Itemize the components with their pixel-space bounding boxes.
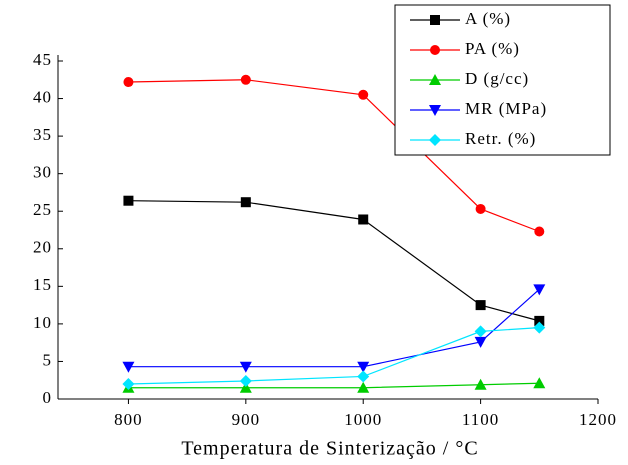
legend-label: PA (%) [465,39,520,58]
marker [123,195,134,206]
marker [533,284,546,296]
marker [429,134,441,146]
series-line [128,327,540,385]
x-tick-label: 1000 [344,410,382,429]
marker [474,325,487,338]
y-tick-label: 10 [33,313,52,332]
marker [239,374,252,387]
marker [429,105,441,116]
legend-label: D (g/cc) [465,69,529,88]
x-tick-label: 1100 [462,410,499,429]
y-tick-label: 35 [33,125,52,144]
x-tick-label: 1200 [579,410,617,429]
y-tick-label: 5 [43,350,53,369]
legend-label: Retr. (%) [465,129,536,148]
marker [358,89,369,100]
marker [240,197,251,208]
y-tick-label: 20 [33,238,52,257]
marker [122,377,135,390]
y-tick-label: 40 [33,87,52,106]
y-tick-label: 15 [33,275,52,294]
marker [475,203,486,214]
marker [239,361,252,373]
y-tick-label: 30 [33,163,52,182]
marker [474,336,487,348]
marker [358,214,369,225]
x-axis-label: Temperatura de Sinterização / °C [181,438,478,460]
marker [474,378,487,390]
x-tick-label: 800 [114,410,143,429]
legend-box [394,4,611,156]
marker [429,74,441,85]
marker [534,315,545,326]
marker [122,361,135,373]
marker [533,321,546,334]
marker [123,77,134,88]
x-tick-label: 900 [232,410,261,429]
y-tick-label: 25 [33,200,52,219]
legend-label: MR (MPa) [465,99,547,118]
marker [534,226,545,237]
legend-label: A (%) [465,9,511,28]
marker [430,45,440,55]
marker [533,377,546,389]
marker [475,300,486,311]
y-tick-label: 45 [33,50,52,69]
marker [357,370,370,383]
marker [239,381,252,393]
y-tick-label: 0 [43,388,53,407]
marker [430,15,440,25]
marker [240,74,251,85]
marker [357,361,370,373]
marker [357,381,370,393]
